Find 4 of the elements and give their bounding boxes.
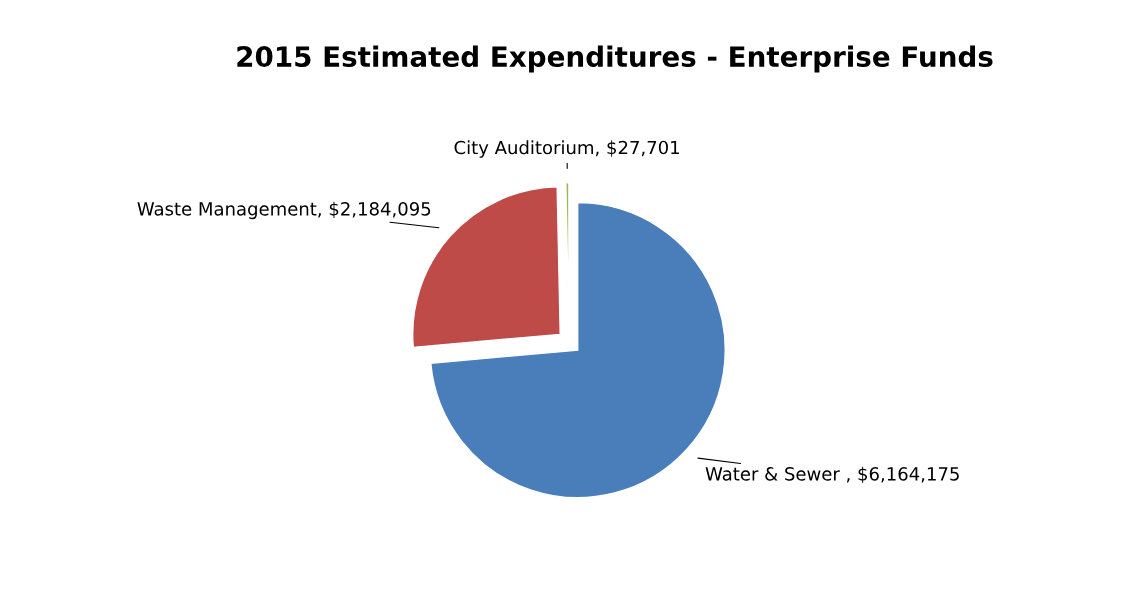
slice-label: Water & Sewer , $6,164,175	[705, 466, 959, 484]
chart-title: 2015 Estimated Expenditures - Enterprise Funds	[237, 45, 993, 73]
slice-label: City Auditorium, $27,701	[454, 140, 679, 158]
slice-label: Waste Management, $2,184,095	[137, 201, 431, 220]
